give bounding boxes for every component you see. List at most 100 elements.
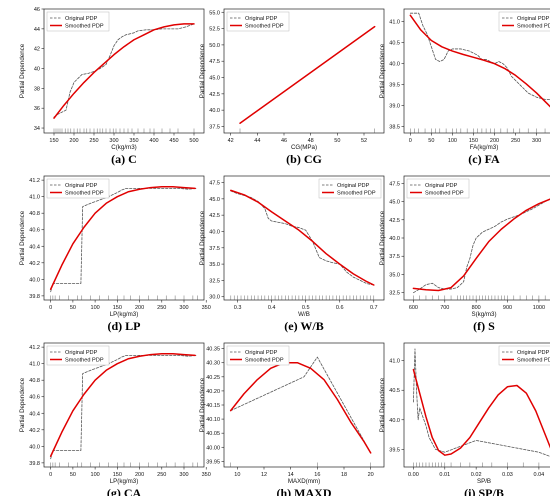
x-tick-label: 100 [91,305,100,311]
y-tick-label: 37.5 [209,124,220,130]
y-axis-label: Partial Dependence [19,43,26,98]
y-tick-label: 40 [34,67,40,73]
series-smoothed-pdp [49,353,196,457]
y-tick-label: 40.0 [209,108,220,114]
y-tick-label: 47.5 [209,59,220,65]
plot-frame [403,342,550,468]
panel-1: 150 200 250 300 350 400 450 500 34 36 38 40 42 44 46 Or… [19,7,205,166]
x-tick-label: 0.03 [502,472,513,478]
legend-label-smoothed: Smoothed PDP [425,191,464,197]
panel-6: 600 700 800 900 1000 32.5 35.0 37.5 40.0 42.5 45.0… [379,175,550,333]
x-tick-label: 250 [157,305,166,311]
y-tick-label: 39.5 [389,447,400,453]
panel-4: 0 50 100 150 200 250 300 350 39.8 40.0 40.2 40.4 40.… [19,175,211,333]
y-tick-label: 41.0 [389,20,400,26]
y-tick-label: 38 [34,86,40,92]
x-tick-label: 0.04 [534,472,545,478]
x-tick-label: 0.00 [408,472,419,478]
x-tick-label: 42 [228,138,234,144]
y-tick-label: 40.05 [206,431,220,437]
x-tick-label: 150 [113,472,122,478]
y-axis-label: Partial Dependence [199,377,206,432]
y-tick-label: 40.8 [29,211,40,217]
y-axis-label: Partial Dependence [379,43,386,98]
x-tick-label: 0 [49,472,52,478]
legend-box [46,345,110,366]
x-axis-label: LP(kg/m3) [110,311,139,318]
series-smoothed-pdp [412,368,550,456]
legend-label-smoothed: Smoothed PDP [337,191,376,197]
x-tick-label: 52 [361,138,367,144]
y-axis-label: Partial Dependence [199,210,206,265]
x-tick-label: 12 [261,472,267,478]
x-axis-label: SP/B [477,478,491,485]
y-tick-label: 47.5 [209,181,220,187]
y-tick-label: 40.5 [389,388,400,394]
x-tick-label: 300 [109,138,118,144]
y-tick-label: 40.6 [29,228,40,234]
legend-label-smoothed: Smoothed PDP [517,24,550,30]
y-tick-label: 41.0 [29,195,40,201]
legend-box [226,11,290,32]
y-tick-label: 55.0 [209,10,220,16]
series-smoothed-pdp [409,14,550,108]
panel-caption: (g) CA [107,486,142,496]
series-original-pdp [409,12,550,100]
y-tick-label: 34 [34,126,40,132]
y-tick-label: 39.8 [29,294,40,300]
y-tick-label: 41.0 [389,359,400,365]
series-original-pdp [50,354,198,460]
legend-label-smoothed: Smoothed PDP [517,358,550,364]
legend-box [46,178,110,199]
series-original-pdp [230,190,375,286]
y-tick-label: 39.0 [389,104,400,110]
x-tick-label: 10 [234,472,240,478]
y-tick-label: 40.20 [206,389,220,395]
panel-caption: (a) C [111,152,137,166]
x-tick-label: 900 [503,305,512,311]
series-smoothed-pdp [230,189,375,286]
x-tick-label: 250 [157,472,166,478]
legend-label-original: Original PDP [65,350,98,356]
legend-label-original: Original PDP [517,350,550,356]
panel-3: 05010015020025030035038.539.039.540.040.… [379,8,550,166]
y-tick-label: 30.0 [209,295,220,301]
panel-caption: (h) MAXD [277,486,332,496]
panel-caption: (c) FA [468,152,500,166]
y-tick-label: 42.5 [209,92,220,98]
x-tick-label: 48 [308,138,314,144]
y-tick-label: 40.4 [29,411,40,417]
y-tick-label: 40.4 [29,244,40,250]
x-tick-label: 350 [202,305,211,311]
series-smoothed-pdp [49,186,196,290]
y-tick-label: 39.8 [29,461,40,467]
x-axis-label: S(kg/m3) [471,311,496,318]
x-tick-label: 200 [135,305,144,311]
x-tick-label: 150 [49,138,58,144]
x-tick-label: 16 [314,472,320,478]
x-tick-label: 0.5 [302,305,310,311]
legend-label-original: Original PDP [245,350,278,356]
series-smoothed-pdp [412,198,550,292]
y-tick-label: 35.0 [389,272,400,278]
y-tick-label: 32.5 [209,278,220,284]
y-axis-label: Partial Dependence [379,210,386,265]
y-tick-label: 40.30 [206,361,220,367]
panel-8: 10 12 14 16 18 20 39.95 40.00 40.05 40.10 40.15 40.… [199,342,385,500]
y-axis-label: Partial Dependence [19,210,26,265]
x-tick-label: 100 [448,138,457,144]
x-tick-label: 250 [89,138,98,144]
x-tick-label: 50 [334,138,340,144]
y-tick-label: 45.0 [209,76,220,82]
y-tick-label: 40.0 [389,418,400,424]
y-tick-label: 42 [34,47,40,53]
y-axis-label: Partial Dependence [199,43,206,98]
x-tick-label: 500 [189,138,198,144]
x-tick-label: 300 [179,472,188,478]
y-tick-label: 40.0 [209,229,220,235]
panel-7: 0 50 100 150 200 250 300 350 39.8 40.0 40.2 40.4 40.… [19,342,211,500]
panel-caption: (b) CG [286,152,322,166]
plot-frame [223,8,385,134]
